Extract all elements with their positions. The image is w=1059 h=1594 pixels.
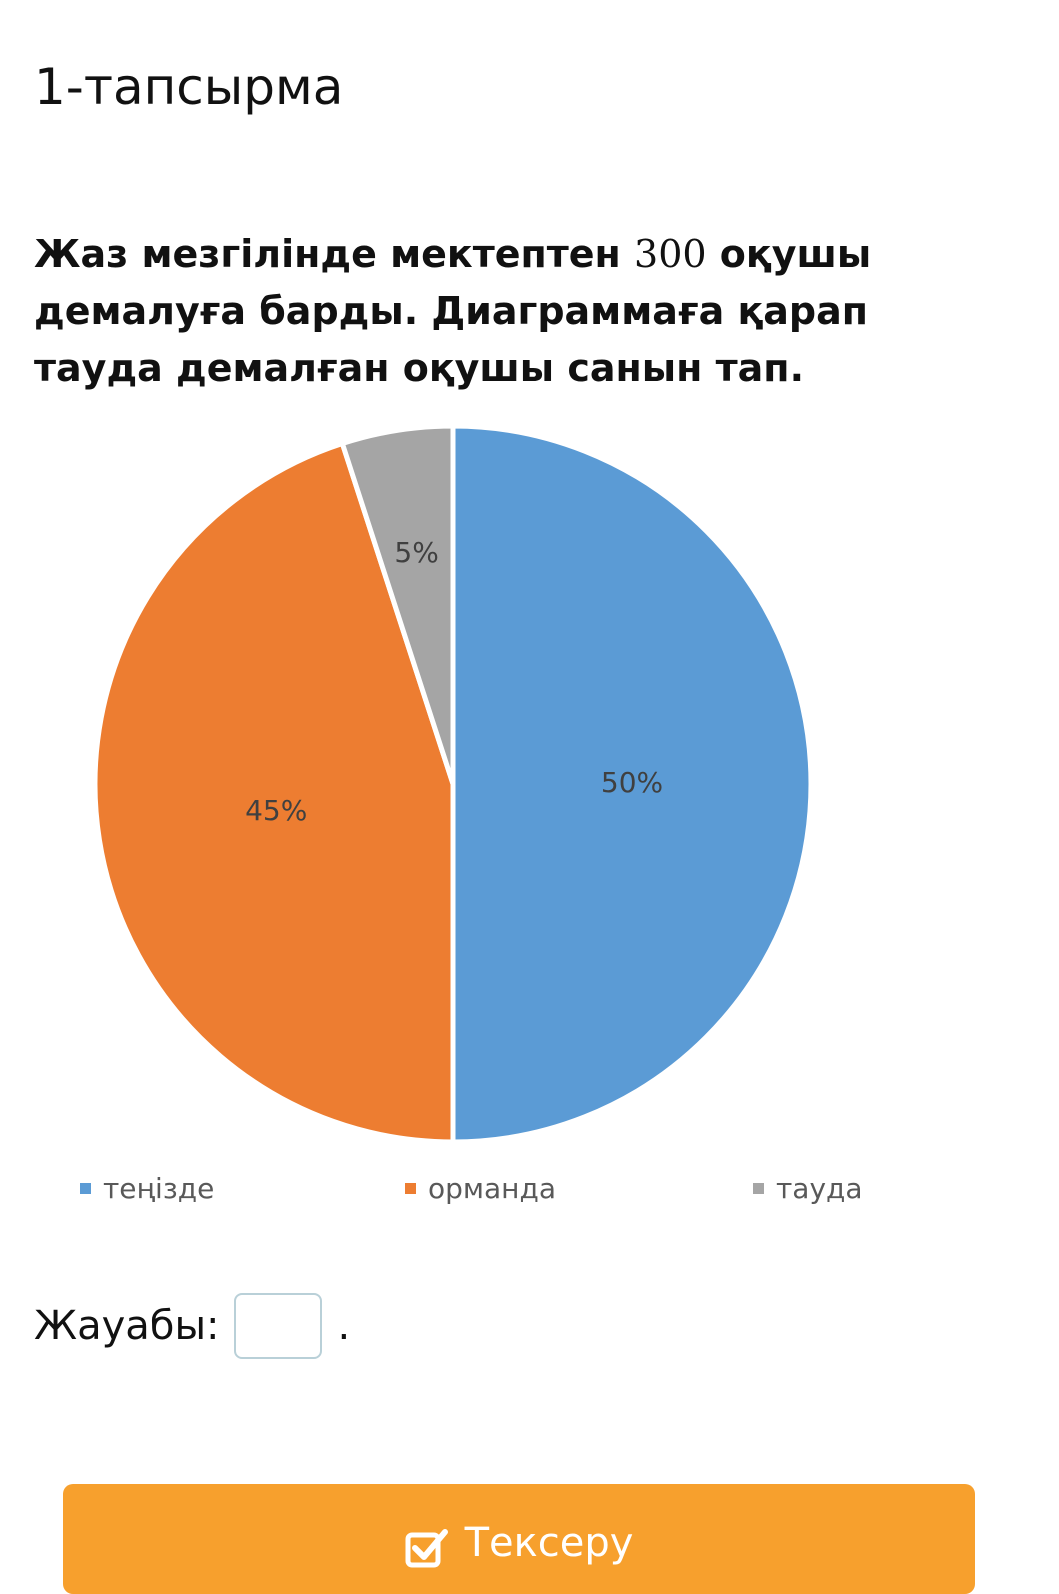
chart-legend: теңізде орманда тауда (80, 1172, 900, 1216)
legend-item: тауда (753, 1172, 863, 1205)
pie-slice-2 (92, 441, 456, 1145)
legend-swatch (405, 1183, 416, 1194)
pie-data-label: 5% (394, 536, 438, 569)
pie-chart-svg: 50% 45% 5% (92, 423, 814, 1145)
pie-data-label: 50% (601, 766, 663, 799)
pie-data-label: 45% (245, 794, 307, 827)
check-button-label: Тексеру (464, 1520, 634, 1566)
pie-slice-1 (450, 423, 814, 1145)
legend-label: теңізде (103, 1172, 215, 1205)
check-button[interactable]: Тексеру (63, 1484, 975, 1594)
answer-input[interactable] (233, 1293, 322, 1359)
legend-item: теңізде (80, 1172, 214, 1205)
question-part-2: оқушы демалуға барды. Диаграммаға қарап … (34, 232, 872, 390)
question-part-1: Жаз мезгілінде мектептен (34, 232, 635, 276)
answer-label: Жауабы: (34, 1303, 220, 1349)
answer-suffix: . (337, 1303, 351, 1349)
checkbox-check-icon (405, 1529, 448, 1568)
legend-label: тауда (776, 1172, 863, 1205)
question-number: 300 (634, 232, 707, 276)
task-title: 1-тапсырма (34, 58, 344, 116)
legend-item: орманда (405, 1172, 556, 1205)
answer-row: Жауабы: . (34, 1288, 350, 1364)
pie-slice-3 (339, 423, 456, 787)
legend-label: орманда (428, 1172, 557, 1205)
question-text: Жаз мезгілінде мектептен 300 оқушы демал… (34, 226, 994, 397)
pie-chart: 50% 45% 5% (60, 410, 880, 1240)
legend-swatch (80, 1183, 91, 1194)
legend-swatch (753, 1183, 764, 1194)
